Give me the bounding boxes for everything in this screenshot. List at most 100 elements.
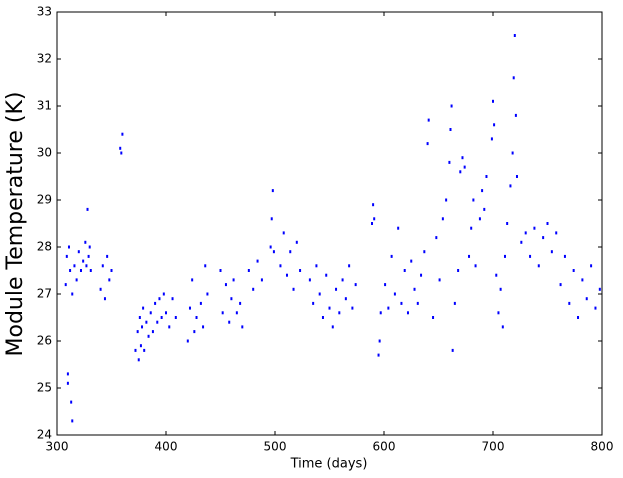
point: [371, 222, 374, 225]
point: [142, 306, 145, 310]
point: [154, 301, 157, 305]
point: [221, 311, 224, 315]
point: [400, 301, 403, 305]
point: [87, 254, 90, 258]
point: [271, 189, 274, 193]
y-tick-label: 27: [37, 287, 52, 301]
point: [269, 245, 272, 249]
point: [119, 146, 122, 150]
point: [224, 283, 227, 287]
point: [445, 198, 448, 202]
point: [321, 316, 324, 319]
point: [137, 358, 140, 362]
point: [292, 287, 295, 291]
point: [193, 330, 196, 334]
point: [559, 283, 562, 287]
y-tick-label: 28: [37, 240, 52, 254]
point: [461, 156, 464, 160]
point: [165, 311, 167, 315]
point: [328, 306, 331, 310]
point: [495, 273, 498, 277]
point: [435, 236, 438, 240]
point: [141, 325, 144, 329]
point: [64, 283, 67, 287]
point: [453, 301, 456, 305]
point: [79, 269, 82, 272]
point: [73, 264, 76, 268]
point: [555, 231, 558, 235]
point: [88, 245, 91, 249]
point: [199, 301, 202, 305]
point: [520, 240, 523, 244]
point: [501, 325, 504, 329]
x-tick-label: 800: [591, 440, 614, 454]
point: [413, 287, 416, 291]
point: [77, 250, 80, 254]
point: [162, 292, 165, 296]
point: [568, 301, 571, 305]
point: [463, 165, 466, 169]
point: [69, 269, 72, 272]
point: [550, 250, 553, 254]
point: [120, 151, 123, 155]
point: [451, 348, 454, 352]
x-tick-label: 400: [155, 440, 178, 454]
point: [174, 316, 177, 319]
point: [279, 264, 282, 268]
point: [195, 316, 198, 319]
point: [590, 264, 593, 268]
point: [108, 278, 111, 282]
x-tick-label: 500: [264, 440, 287, 454]
point: [393, 292, 396, 296]
point: [151, 330, 154, 334]
point: [483, 207, 486, 211]
point: [325, 273, 328, 277]
point: [459, 170, 462, 174]
x-tick-label: 700: [482, 440, 505, 454]
point: [432, 316, 435, 319]
point: [377, 353, 380, 357]
point: [341, 278, 344, 282]
point: [372, 203, 375, 207]
point: [490, 137, 493, 141]
point: [256, 259, 259, 263]
point: [537, 264, 540, 268]
point: [416, 301, 419, 305]
point: [474, 264, 477, 268]
point: [533, 226, 536, 230]
point: [470, 226, 473, 230]
point: [204, 264, 207, 268]
point: [149, 311, 152, 315]
point: [235, 311, 238, 315]
point: [577, 316, 580, 319]
point: [485, 175, 488, 178]
point: [448, 160, 451, 164]
point: [158, 297, 161, 301]
y-tick-label: 25: [37, 381, 52, 395]
y-tick-label: 30: [37, 146, 52, 160]
point: [581, 278, 584, 282]
point: [272, 250, 275, 254]
point: [282, 231, 285, 235]
point: [241, 325, 244, 329]
point: [514, 113, 517, 117]
point: [219, 269, 222, 272]
point: [509, 184, 512, 188]
point: [387, 306, 390, 310]
point: [503, 254, 506, 258]
point: [70, 400, 73, 404]
point: [354, 283, 357, 287]
point: [145, 320, 148, 324]
point: [441, 217, 444, 221]
point: [598, 287, 601, 291]
point: [546, 222, 549, 225]
point: [529, 254, 532, 258]
point: [373, 217, 376, 221]
point: [289, 250, 292, 254]
point: [338, 311, 341, 315]
point: [84, 240, 87, 244]
point: [351, 306, 354, 310]
point: [71, 419, 74, 423]
y-tick-label: 29: [37, 193, 52, 207]
